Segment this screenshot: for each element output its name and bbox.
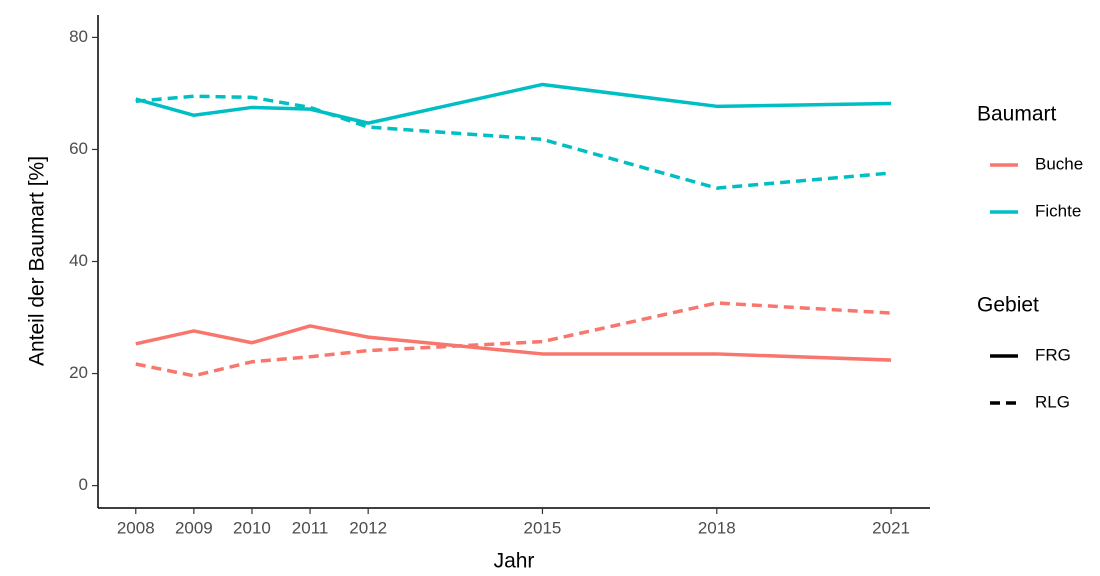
y-tick-label: 0 — [79, 475, 88, 494]
y-axis-title: Anteil der Baumart [%] — [26, 156, 49, 366]
legend-label: Fichte — [1035, 201, 1081, 220]
line — [135, 94, 892, 190]
legend-label: RLG — [1035, 392, 1070, 411]
x-tick-label: 2009 — [175, 518, 213, 537]
x-tick-label: 2015 — [524, 518, 562, 537]
x-tick-label: 2010 — [233, 518, 271, 537]
legend-title: Baumart — [977, 103, 1057, 126]
x-tick-label: 2012 — [349, 518, 387, 537]
legend-label: FRG — [1035, 345, 1071, 364]
line — [135, 324, 892, 362]
x-tick-label: 2018 — [698, 518, 736, 537]
line — [135, 301, 892, 378]
y-tick-label: 60 — [69, 139, 88, 158]
y-tick-label: 80 — [69, 27, 88, 46]
legend-label: Buche — [1035, 154, 1083, 173]
y-tick-label: 40 — [69, 251, 88, 270]
x-axis-title: Jahr — [494, 550, 535, 573]
x-tick-label: 2011 — [292, 518, 329, 537]
line — [135, 82, 892, 125]
x-tick-label: 2021 — [872, 518, 910, 537]
y-tick-label: 20 — [69, 363, 88, 382]
legend-title: Gebiet — [977, 294, 1039, 317]
x-tick-label: 2008 — [117, 518, 155, 537]
